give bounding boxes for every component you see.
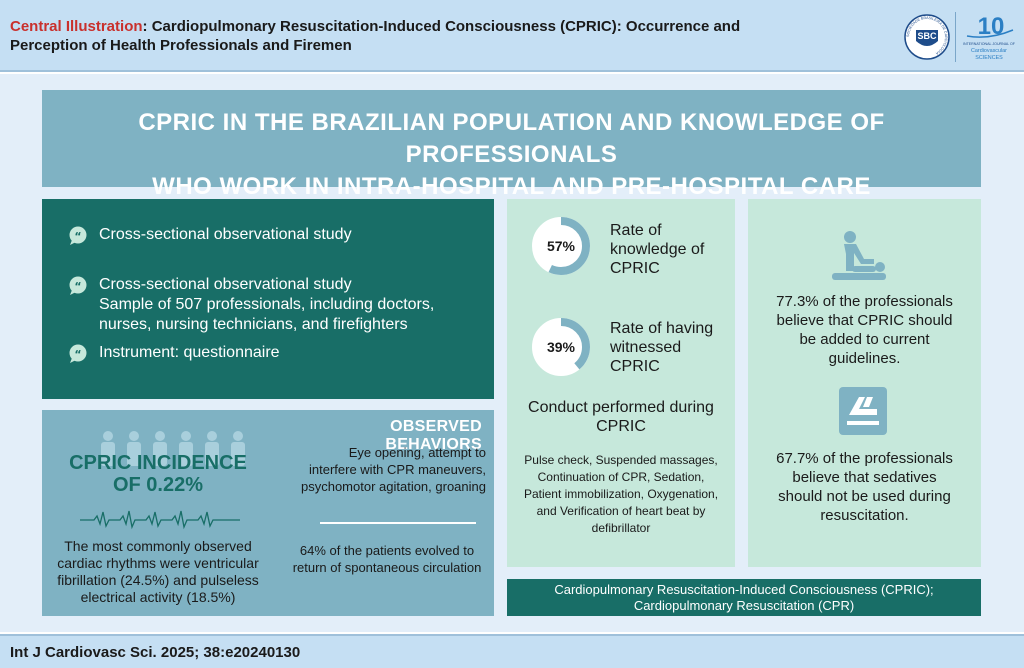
ijcs-line-1: INTERNATIONAL JOURNAL OF [963, 42, 1016, 46]
central-illustration-label: Central Illustration [10, 18, 143, 35]
citation: Int J Cardiovasc Sci. 2025; 38:e20240130 [10, 644, 301, 661]
conduct-line-5: defibrillator [591, 521, 651, 535]
design-item-3-text: Instrument: questionnaire [99, 344, 280, 361]
rhythms-line-1: The most commonly observed [64, 538, 252, 554]
divider [320, 522, 476, 524]
conduct-line-2: Continuation of CPR, Sedation, [537, 470, 705, 484]
knowledge-label-line-2: knowledge of [610, 241, 705, 258]
rhythms-line-3: fibrillation (24.5%) and pulseless [57, 572, 259, 588]
return-line-1: 64% of the patients evolved to [299, 543, 475, 558]
main-banner: CPRIC IN THE BRAZILIAN POPULATION AND KN… [42, 90, 981, 200]
sedatives-line-3: should not be used during [778, 488, 951, 505]
logo-divider [955, 12, 956, 62]
conduct-title: Conduct performed during CPRIC [507, 398, 735, 436]
people-icon [101, 431, 245, 466]
banner-line-1: CPRIC IN THE BRAZILIAN POPULATION AND KN… [138, 109, 885, 168]
witnessed-label-line-3: CPRIC [610, 358, 660, 375]
incidence-title: CPRIC INCIDENCE OF 0.22% [42, 452, 274, 496]
abbreviations-box: Cardiopulmonary Resuscitation-Induced Co… [507, 579, 981, 616]
speech-bubble-icon: “ [69, 276, 87, 295]
design-item-2-line-2: Sample of 507 professionals, including d… [99, 296, 435, 313]
witnessed-value: 39% [547, 339, 576, 355]
sedatives-stat: 67.7% of the professionals believe that … [748, 449, 981, 525]
conduct-line-4: and Verification of heart beat by [536, 504, 706, 518]
observed-line-1: Eye opening, attempt to [348, 445, 486, 460]
page-title: Central Illustration: Cardiopulmonary Re… [10, 17, 830, 55]
knowledge-value: 57% [547, 238, 576, 254]
observed-behaviors-title: OBSERVED BEHAVIORS [385, 418, 482, 453]
sedatives-line-2: believe that sedatives [792, 469, 937, 486]
sedatives-line-4: resuscitation. [820, 507, 909, 524]
ijcs-line-3: SCIENCES [975, 55, 1003, 61]
cpr-icon [832, 231, 886, 280]
guidelines-line-1: 77.3% of the professionals [776, 293, 953, 310]
knowledge-ring: 57% [532, 217, 590, 275]
conduct-title-line-1: Conduct performed during [528, 399, 714, 416]
banner-line-2: WHO WORK IN INTRA-HOSPITAL AND PRE-HOSPI… [152, 173, 871, 200]
knowledge-label-line-1: Rate of [610, 222, 662, 239]
incidence-title-line-1: CPRIC INCIDENCE [69, 452, 247, 474]
design-item-2: “ Cross-sectional observational study Sa… [68, 275, 434, 335]
study-design-panel: “ Cross-sectional observational study “ … [42, 199, 494, 399]
footer: Int J Cardiovasc Sci. 2025; 38:e20240130 [0, 634, 1024, 668]
incidence-panel: CPRIC INCIDENCE OF 0.22% The most common… [42, 410, 494, 616]
header: Central Illustration: Cardiopulmonary Re… [0, 0, 1024, 72]
speech-bubble-icon: “ [69, 344, 87, 363]
perception-panel: 77.3% of the professionals believe that … [748, 199, 981, 567]
speech-bubble-icon: “ [69, 226, 87, 245]
conduct-line-3: Patient immobilization, Oxygenation, [523, 487, 719, 501]
guidelines-stat: 77.3% of the professionals believe that … [748, 292, 981, 368]
ijcs-logo: 10 INTERNATIONAL JOURNAL OF Cardiovascul… [963, 13, 1016, 61]
svg-text:“: “ [74, 280, 81, 293]
return-of-circulation-text: 64% of the patients evolved to return of… [288, 542, 486, 576]
conduct-title-line-2: CPRIC [596, 418, 646, 435]
conduct-text: Pulse check, Suspended massages, Continu… [507, 452, 735, 537]
design-item-1: “ Cross-sectional observational study [68, 225, 352, 246]
design-item-3: “ Instrument: questionnaire [68, 343, 280, 364]
rhythms-line-4: electrical activity (18.5%) [80, 589, 236, 605]
ecg-icon [80, 510, 240, 530]
svg-text:“: “ [74, 348, 81, 361]
sedatives-line-1: 67.7% of the professionals [776, 450, 953, 467]
rhythms-line-2: cardiac rhythms were ventricular [57, 555, 259, 571]
ijcs-number: 10 [978, 13, 1005, 40]
witnessed-ring: 39% [532, 318, 590, 376]
svg-text:“: “ [74, 230, 81, 243]
sbc-logo-text: SBC [917, 31, 937, 41]
design-item-1-text: Cross-sectional observational study [99, 226, 352, 243]
abbreviations-line-1: Cardiopulmonary Resuscitation-Induced Co… [554, 582, 934, 597]
title-line-2: Perception of Health Professionals and F… [10, 37, 352, 54]
design-item-2-line-1: Cross-sectional observational study [99, 276, 352, 293]
observed-behaviors-text: Eye opening, attempt to interfere with C… [274, 444, 486, 495]
observed-line-3: psychomotor agitation, groaning [300, 479, 486, 494]
incidence-title-line-2: OF 0.22% [112, 474, 204, 496]
return-line-2: return of spontaneous circulation [292, 560, 482, 575]
knowledge-label-line-3: CPRIC [610, 260, 660, 277]
design-item-2-line-3: nurses, nursing technicians, and firefig… [99, 316, 408, 333]
content-area: CPRIC IN THE BRAZILIAN POPULATION AND KN… [0, 74, 1024, 632]
witnessed-label-line-1: Rate of having [610, 320, 714, 337]
observed-line-2: interfere with CPR maneuvers, [308, 462, 486, 477]
guidelines-line-4: guidelines. [828, 350, 901, 367]
sbc-logo: SOCIEDADE BRASILEIRA DE CARDIOLOGIA SBC [904, 14, 950, 60]
guidelines-line-2: believe that CPRIC should [776, 312, 953, 329]
witnessed-label: Rate of having witnessed CPRIC [610, 319, 713, 376]
knowledge-label: Rate of knowledge of CPRIC [610, 221, 704, 278]
rhythms-text: The most commonly observed cardiac rhyth… [42, 538, 274, 606]
ijcs-line-2: Cardiovascular [971, 48, 1007, 54]
title-line-1: : Cardiopulmonary Resuscitation-Induced … [142, 18, 741, 35]
knowledge-panel: 57% Rate of knowledge of CPRIC 39% Rate … [507, 199, 735, 567]
guidelines-line-3: be added to current [799, 331, 930, 348]
conduct-line-1: Pulse check, Suspended massages, [524, 453, 718, 467]
chest-compression-icon [839, 387, 887, 435]
abbreviations-line-2: Cardiopulmonary Resuscitation (CPR) [633, 598, 855, 613]
witnessed-label-line-2: witnessed [610, 339, 682, 356]
